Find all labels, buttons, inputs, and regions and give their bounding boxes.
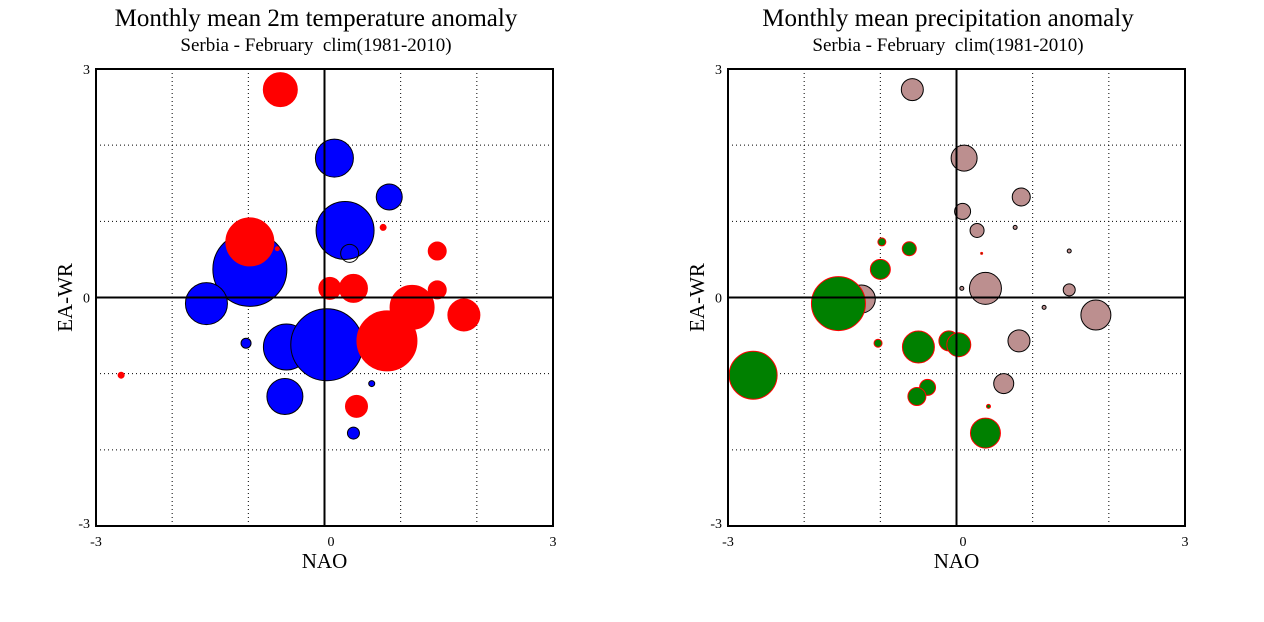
data-point <box>873 338 883 348</box>
temperature-bubble-chart: -3 0 3 -3 0 3 NAO EA-WR <box>53 63 557 573</box>
data-point <box>1080 299 1112 331</box>
data-point <box>344 394 368 418</box>
data-point <box>262 72 298 108</box>
y-tick-label: 3 <box>715 63 722 78</box>
y-tick-label: 0 <box>715 292 722 307</box>
x-tick-label: -3 <box>90 535 102 550</box>
y-tick-label: -3 <box>78 517 90 532</box>
data-point <box>356 310 418 372</box>
data-point <box>375 183 403 211</box>
data-point <box>900 78 924 102</box>
data-point <box>427 280 447 300</box>
x-tick-label: -3 <box>722 535 734 550</box>
data-point <box>901 241 917 257</box>
data-point <box>315 200 375 260</box>
data-point <box>240 337 252 349</box>
y-tick-label: 0 <box>83 292 90 307</box>
data-point <box>318 276 342 300</box>
data-point <box>447 298 481 332</box>
data-point <box>340 243 360 263</box>
data-point <box>346 426 360 440</box>
data-point <box>368 380 376 388</box>
data-point <box>1041 304 1047 310</box>
data-point <box>869 258 891 280</box>
data-point <box>810 276 866 332</box>
y-axis-label: EA-WR <box>53 263 77 332</box>
data-point <box>877 237 887 247</box>
data-point <box>290 308 364 382</box>
precipitation-panel: Monthly mean precipitation anomaly Serbi… <box>632 0 1264 622</box>
plot-frame <box>727 68 1186 527</box>
data-point <box>980 251 984 255</box>
data-point <box>184 282 228 326</box>
data-point <box>954 202 972 220</box>
data-point <box>959 285 965 291</box>
chart-title: Monthly mean 2m temperature anomaly <box>114 5 518 32</box>
plot-frame <box>95 68 554 527</box>
chart-subtitle: Serbia - February clim(1981-2010) <box>812 35 1084 56</box>
data-point <box>1062 283 1076 297</box>
data-point <box>1066 248 1072 254</box>
data-point <box>985 403 991 409</box>
data-point <box>274 246 280 252</box>
data-point <box>338 273 368 303</box>
chart-subtitle: Serbia - February clim(1981-2010) <box>180 35 452 56</box>
x-tick-label: 0 <box>960 535 967 550</box>
data-point <box>379 223 387 231</box>
temperature-panel: Monthly mean 2m temperature anomaly Serb… <box>53 5 557 573</box>
data-point <box>1007 329 1031 353</box>
data-point <box>427 241 447 261</box>
y-tick-label: 3 <box>83 63 90 78</box>
x-tick-label: 3 <box>550 535 557 550</box>
data-point <box>901 330 935 364</box>
data-point <box>950 144 978 172</box>
x-tick-label: 0 <box>328 535 335 550</box>
data-point <box>266 378 304 416</box>
data-point <box>969 417 1001 449</box>
x-axis-label: NAO <box>934 549 980 573</box>
x-tick-label: 3 <box>1182 535 1189 550</box>
chart-title: Monthly mean precipitation anomaly <box>762 5 1134 32</box>
y-tick-label: -3 <box>710 517 722 532</box>
data-point <box>968 271 1002 305</box>
data-point <box>314 138 354 178</box>
data-point <box>1011 187 1031 207</box>
data-point <box>993 373 1015 395</box>
data-point <box>969 222 985 238</box>
data-point <box>907 387 927 407</box>
data-point <box>728 350 778 400</box>
y-axis-label: EA-WR <box>685 263 709 332</box>
data-point <box>1012 224 1018 230</box>
data-point <box>117 371 125 379</box>
precipitation-bubble-chart: -3 0 3 -3 0 3 NAO EA-WR <box>685 63 1189 573</box>
x-axis-label: NAO <box>302 549 348 573</box>
data-point <box>946 332 972 358</box>
data-point <box>225 217 275 267</box>
